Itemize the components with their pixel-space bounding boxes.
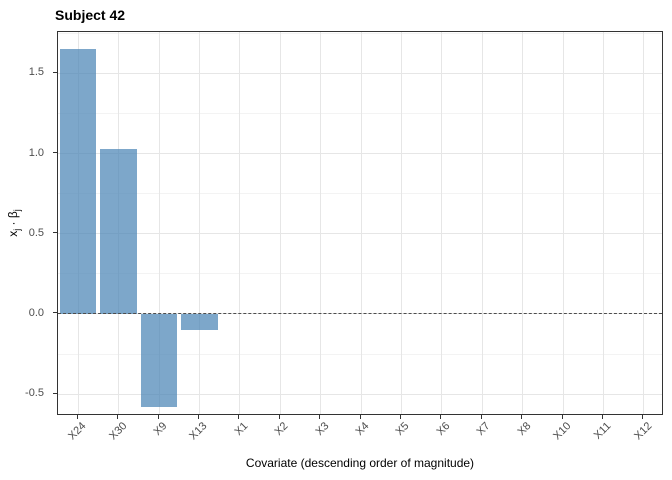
y-tick-label: 1.0 (28, 146, 44, 159)
x-tick-label-X11: X11 (592, 420, 614, 442)
y-tick-mark (53, 152, 57, 154)
x-tick-mark (561, 415, 563, 419)
x-tick-label-X2: X2 (272, 420, 291, 439)
gridline-vertical (643, 32, 645, 414)
x-tick-label-X9: X9 (151, 420, 170, 439)
x-axis-title: Covariate (descending order of magnitude… (245, 456, 475, 470)
gridline-minor (58, 353, 662, 355)
x-tick-label-X10: X10 (551, 420, 574, 443)
gridline-vertical (360, 32, 362, 414)
y-tick-label: -0.5 (25, 387, 44, 400)
gridline-minor (58, 273, 662, 275)
x-tick-mark (642, 415, 644, 419)
y-axis-title-subscript: j (12, 209, 23, 212)
x-tick-label-X7: X7 (474, 420, 493, 439)
y-tick-label: 0.0 (28, 306, 44, 319)
x-tick-label-X30: X30 (106, 420, 130, 443)
gridline-minor (58, 112, 662, 114)
x-tick-label-X3: X3 (313, 420, 332, 439)
y-tick-mark (53, 71, 57, 73)
x-tick-mark (480, 415, 482, 419)
bar-X24 (60, 49, 97, 314)
plot-title: Subject 42 (55, 7, 126, 23)
gridline-major (58, 72, 662, 74)
bar-X13 (181, 313, 218, 331)
x-tick-mark (359, 415, 361, 419)
x-tick-mark (440, 415, 442, 419)
x-tick-mark (521, 415, 523, 419)
plot-panel (57, 31, 663, 415)
x-tick-label-X8: X8 (515, 420, 534, 439)
x-tick-mark (197, 415, 199, 419)
x-tick-mark (117, 415, 119, 419)
gridline-vertical (279, 32, 281, 414)
x-tick-label-X6: X6 (434, 420, 453, 439)
gridline-vertical (239, 32, 241, 414)
zero-reference-line (58, 313, 662, 315)
x-tick-label-X4: X4 (353, 420, 372, 439)
gridline-vertical (441, 32, 443, 414)
y-tick-label: 1.5 (28, 66, 44, 79)
y-tick-label: 0.5 (28, 226, 44, 239)
x-tick-label-X1: X1 (232, 420, 251, 439)
gridline-vertical (522, 32, 524, 414)
x-tick-mark (601, 415, 603, 419)
x-tick-label-X12: X12 (631, 420, 655, 443)
x-tick-label-X13: X13 (187, 420, 210, 443)
bar-X9 (140, 313, 178, 408)
bar-X30 (100, 148, 137, 314)
gridline-major (58, 153, 662, 155)
x-tick-mark (319, 415, 321, 419)
y-axis-title-subscript: j (12, 228, 23, 231)
x-tick-mark (238, 415, 240, 419)
gridline-major (58, 233, 662, 235)
x-tick-mark (278, 415, 280, 419)
x-tick-label-X24: X24 (66, 420, 89, 443)
y-tick-mark (53, 392, 57, 394)
gridline-minor (58, 193, 662, 195)
gridline-vertical (602, 32, 604, 414)
gridline-vertical (158, 32, 160, 414)
x-tick-mark (157, 415, 159, 419)
gridline-vertical (481, 32, 483, 414)
gridline-minor (58, 32, 662, 34)
gridline-vertical (198, 32, 200, 414)
y-tick-mark (53, 312, 57, 314)
x-tick-mark (399, 415, 401, 419)
gridline-vertical (400, 32, 402, 414)
gridline-vertical (562, 32, 564, 414)
x-tick-mark (76, 415, 78, 419)
y-tick-mark (53, 232, 57, 234)
x-tick-label-X5: X5 (393, 420, 412, 439)
gridline-major (58, 393, 662, 395)
y-axis-title: xj · βj (5, 209, 23, 237)
gridline-vertical (320, 32, 322, 414)
